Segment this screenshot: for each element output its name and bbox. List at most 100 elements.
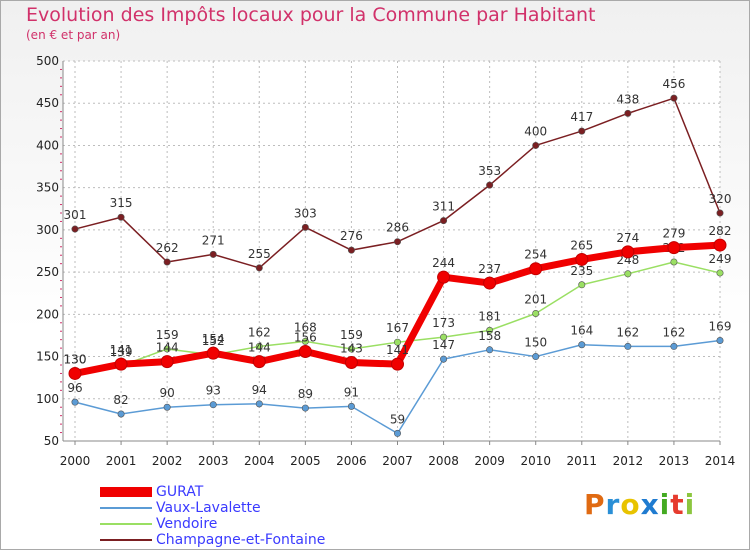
legend-item-vendoire: Vendoire	[100, 516, 325, 532]
y-tick-label: 500	[36, 54, 59, 68]
data-label-vaux-lavalette: 96	[67, 381, 82, 395]
data-point-vaux-lavalette	[486, 346, 494, 354]
data-label-vendoire: 130	[64, 352, 87, 366]
data-label-champagne-et-fontaine: 271	[202, 233, 225, 247]
data-point-vendoire	[670, 258, 678, 266]
data-label-vendoire: 249	[709, 252, 732, 266]
data-point-gurat	[344, 355, 358, 369]
data-label-champagne-et-fontaine: 417	[570, 110, 593, 124]
chart-subtitle: (en € et par an)	[26, 28, 121, 42]
data-point-champagne-et-fontaine	[670, 94, 678, 102]
y-tick-label: 250	[36, 265, 59, 279]
data-label-gurat: 244	[432, 256, 455, 270]
data-label-champagne-et-fontaine: 456	[662, 77, 685, 91]
data-label-champagne-et-fontaine: 301	[64, 208, 87, 222]
data-point-vaux-lavalette	[393, 429, 401, 437]
data-point-vaux-lavalette	[716, 337, 724, 345]
data-point-champagne-et-fontaine	[716, 209, 724, 217]
data-label-gurat: 141	[386, 343, 409, 357]
data-label-vaux-lavalette: 147	[432, 338, 455, 352]
data-point-gurat	[252, 355, 266, 369]
data-label-gurat: 254	[524, 248, 547, 262]
data-point-champagne-et-fontaine	[624, 109, 632, 117]
data-point-champagne-et-fontaine	[71, 225, 79, 233]
data-label-champagne-et-fontaine: 303	[294, 206, 317, 220]
data-point-vaux-lavalette	[532, 353, 540, 361]
legend: GURAT Vaux-Lavalette Vendoire Champagne-…	[100, 484, 325, 548]
data-label-vaux-lavalette: 94	[252, 383, 267, 397]
data-label-vaux-lavalette: 150	[524, 336, 547, 350]
data-label-gurat: 130	[64, 352, 87, 366]
data-label-vaux-lavalette: 82	[113, 393, 128, 407]
data-label-vaux-lavalette: 90	[160, 386, 175, 400]
x-tick-label: 2006	[336, 454, 367, 468]
data-point-vaux-lavalette	[578, 341, 586, 349]
legend-swatch-vaux-lavalette	[100, 507, 152, 509]
data-point-champagne-et-fontaine	[578, 127, 586, 135]
y-tick-label: 300	[36, 223, 59, 237]
data-point-champagne-et-fontaine	[347, 246, 355, 254]
data-point-gurat	[529, 262, 543, 276]
data-point-champagne-et-fontaine	[532, 141, 540, 149]
data-label-vaux-lavalette: 164	[570, 324, 593, 338]
data-label-gurat: 156	[294, 330, 317, 344]
data-point-vendoire	[440, 333, 448, 341]
data-label-champagne-et-fontaine: 262	[156, 241, 179, 255]
data-label-gurat: 144	[156, 341, 179, 355]
data-point-gurat	[114, 357, 128, 371]
data-point-gurat	[206, 346, 220, 360]
data-label-vaux-lavalette: 91	[344, 385, 359, 399]
y-tick-label: 200	[36, 307, 59, 321]
legend-swatch-vendoire	[100, 523, 152, 525]
legend-item-vaux-lavalette: Vaux-Lavalette	[100, 500, 325, 516]
data-label-gurat: 144	[248, 341, 271, 355]
x-tick-label: 2012	[613, 454, 644, 468]
data-label-vendoire: 235	[570, 264, 593, 278]
data-point-gurat	[437, 270, 451, 284]
y-tick-label: 150	[36, 350, 59, 364]
x-tick-label: 2000	[60, 454, 91, 468]
data-label-vaux-lavalette: 59	[390, 412, 405, 426]
x-tick-label: 2004	[244, 454, 275, 468]
data-label-gurat: 143	[340, 341, 363, 355]
data-label-vaux-lavalette: 162	[616, 325, 639, 339]
data-point-champagne-et-fontaine	[486, 181, 494, 189]
data-point-gurat	[68, 366, 82, 380]
data-point-vaux-lavalette	[209, 401, 217, 409]
data-point-gurat	[391, 357, 404, 371]
legend-label-gurat: GURAT	[156, 484, 204, 500]
data-label-vendoire: 159	[156, 328, 179, 342]
data-point-gurat	[621, 245, 635, 259]
legend-item-gurat: GURAT	[100, 484, 325, 500]
data-label-gurat: 279	[662, 227, 685, 241]
data-label-vendoire: 152	[202, 334, 225, 348]
data-point-vendoire	[532, 309, 540, 317]
data-point-champagne-et-fontaine	[393, 238, 401, 246]
data-label-gurat: 265	[570, 238, 593, 252]
y-tick-label: 100	[36, 392, 59, 406]
x-tick-label: 2010	[520, 454, 551, 468]
data-label-champagne-et-fontaine: 320	[709, 192, 732, 206]
legend-label-champagne-et-fontaine: Champagne-et-Fontaine	[156, 532, 326, 548]
data-point-vendoire	[578, 281, 586, 289]
x-tick-label: 2005	[290, 454, 321, 468]
data-point-vendoire	[716, 269, 724, 277]
legend-swatch-champagne-et-fontaine	[100, 539, 152, 541]
data-point-champagne-et-fontaine	[117, 213, 125, 221]
data-label-gurat: 237	[478, 262, 501, 276]
data-point-vendoire	[393, 338, 401, 346]
logo-letter: i	[659, 488, 671, 521]
data-label-champagne-et-fontaine: 400	[524, 124, 547, 138]
data-point-gurat	[713, 238, 727, 252]
data-label-gurat: 141	[110, 343, 133, 357]
data-label-vendoire: 159	[340, 328, 363, 342]
data-label-vendoire: 167	[386, 321, 409, 335]
data-point-gurat	[298, 344, 312, 358]
data-point-vaux-lavalette	[624, 342, 632, 350]
data-label-champagne-et-fontaine: 315	[110, 196, 133, 210]
x-tick-label: 2013	[659, 454, 690, 468]
chart-title: Evolution des Impôts locaux pour la Comm…	[26, 4, 596, 26]
legend-label-vaux-lavalette: Vaux-Lavalette	[156, 500, 261, 516]
data-label-vaux-lavalette: 93	[206, 384, 221, 398]
